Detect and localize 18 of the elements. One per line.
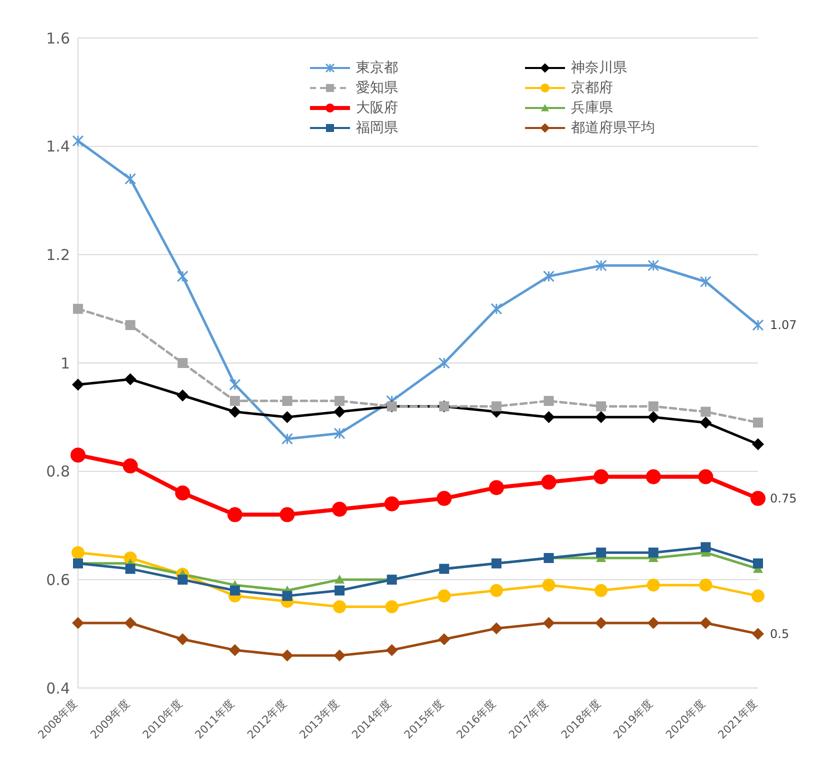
data-label: 0.5 xyxy=(770,626,790,641)
legend-label: 神奈川県 xyxy=(571,59,627,77)
legend-label: 東京都 xyxy=(356,59,398,77)
legend-label: 京都府 xyxy=(571,79,613,97)
y-tick-label: 1.6 xyxy=(46,29,70,48)
legend-label: 大阪府 xyxy=(356,99,398,117)
legend-label: 福岡県 xyxy=(356,119,398,137)
y-tick-label: 0.6 xyxy=(46,570,70,589)
y-tick-label: 0.4 xyxy=(46,679,70,698)
legend-label: 兵庫県 xyxy=(571,99,613,117)
legend-label: 愛知県 xyxy=(356,79,398,97)
data-label: 0.75 xyxy=(770,491,797,506)
data-label: 1.07 xyxy=(770,318,797,332)
y-tick-label: 1.2 xyxy=(46,246,70,264)
y-tick-label: 0.8 xyxy=(46,462,70,481)
y-tick-label: 1 xyxy=(60,354,70,372)
y-tick-label: 1.4 xyxy=(46,138,70,156)
legend-label: 都道府県平均 xyxy=(571,119,655,137)
